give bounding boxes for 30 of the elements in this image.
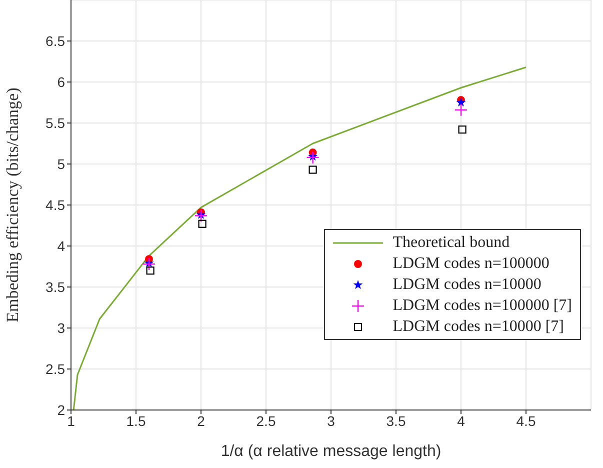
point	[308, 166, 317, 174]
x-tick-label: 3.5	[386, 412, 406, 429]
y-tick-label: 6.5	[46, 32, 66, 49]
x-axis-title: 1/α (α relative message length)	[220, 443, 442, 460]
legend-label: LDGM codes n=10000	[392, 276, 542, 294]
point	[198, 220, 206, 228]
y-tick-label: 5.5	[46, 114, 66, 131]
x-tick-label: 2.5	[256, 412, 276, 429]
y-tick-label: 4	[57, 238, 66, 254]
x-tick-label: 4	[457, 412, 466, 429]
y-tick-label: 4.5	[46, 196, 66, 213]
legend-label: LDGM codes n=100000	[392, 254, 550, 272]
legend-label: LDGM codes n=100000 [7]	[392, 296, 572, 314]
y-tick-label: 5	[57, 156, 66, 172]
point	[456, 98, 466, 107]
x-tick-label: 3	[327, 412, 336, 429]
y-tick-label: 3.5	[46, 278, 66, 295]
x-tick-label: 4.5	[516, 412, 536, 429]
legend-label: Theoretical bound	[392, 234, 510, 252]
x-tick-label: 1	[67, 412, 76, 429]
y-tick-label: 6	[57, 74, 66, 90]
y-axis-title: Embeding efficiency (bits/change)	[3, 88, 22, 322]
x-tick-label: 1.5	[126, 412, 146, 429]
y-tick-label: 2.5	[46, 360, 66, 377]
point	[458, 126, 466, 134]
y-tick-label: 2	[57, 402, 66, 418]
x-tick-label: 2	[197, 412, 206, 429]
legend-label: LDGM codes n=10000 [7]	[392, 318, 564, 336]
y-tick-label: 3	[57, 320, 66, 336]
point	[146, 266, 154, 275]
